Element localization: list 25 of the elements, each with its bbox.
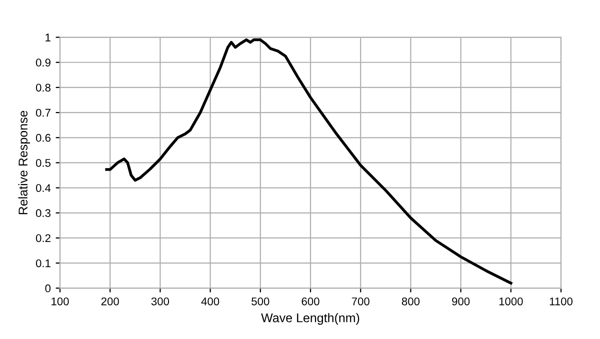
x-tick-label: 300: [151, 297, 170, 306]
y-tick-label: 0.9: [36, 58, 50, 67]
y-tick-label: 0.2: [36, 234, 50, 242]
x-tick-label: 600: [302, 297, 320, 306]
y-tick-label: 1: [46, 34, 50, 42]
x-tick-label: 700: [352, 297, 370, 306]
y-tick-label: 0: [45, 284, 51, 292]
y-axis-title: Relative Response: [18, 110, 30, 214]
y-tick-label: 0.4: [36, 184, 51, 192]
x-tick-label: 900: [452, 297, 470, 306]
x-tick-label: 100: [52, 297, 69, 306]
y-tick-label: 0.7: [36, 108, 50, 117]
y-tick-label: 0.3: [36, 209, 50, 218]
x-tick-label: 200: [101, 297, 119, 306]
x-tick-label: 400: [201, 297, 220, 306]
line-series: [105, 38, 512, 285]
y-tick-label: 0.6: [36, 134, 50, 142]
x-tick-label: 500: [252, 297, 270, 306]
y-tick-label: 0.5: [36, 158, 51, 167]
x-axis-title: Wave Length(nm): [261, 313, 360, 325]
x-tick-label: 1000: [499, 297, 523, 306]
y-tick-label: 0.1: [36, 259, 50, 268]
x-tick-label: 1100: [550, 297, 573, 306]
y-tick-label: 0.8: [36, 84, 50, 92]
x-tick-label: 800: [402, 297, 420, 306]
